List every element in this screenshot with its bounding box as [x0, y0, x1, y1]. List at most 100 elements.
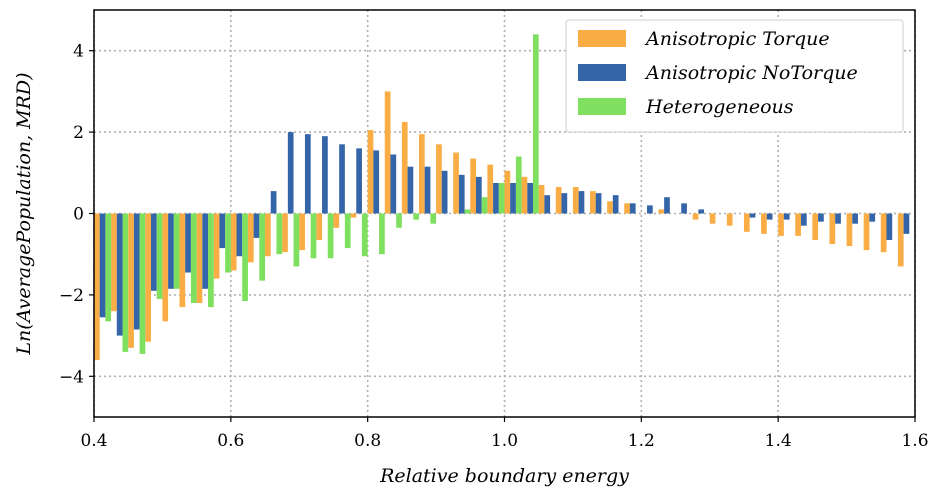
- bar-heterogeneous: [430, 213, 437, 224]
- bar-anisotropic-notorque: [595, 193, 602, 214]
- bar-anisotropic-torque: [607, 201, 613, 214]
- x-tick-label: 0.4: [80, 431, 107, 451]
- bar-anisotropic-notorque: [202, 213, 209, 289]
- bar-anisotropic-notorque: [612, 195, 619, 214]
- bar-heterogeneous: [259, 213, 266, 281]
- x-tick-label: 0.8: [354, 431, 381, 451]
- bar-anisotropic-torque: [555, 187, 562, 214]
- bar-anisotropic-notorque: [424, 166, 431, 214]
- bar-heterogeneous: [361, 213, 368, 257]
- bar-anisotropic-notorque: [800, 213, 807, 226]
- bar-heterogeneous: [481, 197, 488, 214]
- bar-anisotropic-torque: [795, 213, 801, 236]
- bar-anisotropic-notorque: [287, 132, 294, 214]
- bar-heterogeneous: [173, 213, 180, 289]
- bar-anisotropic-notorque: [373, 150, 380, 214]
- bar-anisotropic-torque: [128, 213, 134, 348]
- bar-heterogeneous: [225, 213, 231, 273]
- x-axis-label: Relative boundary energy: [379, 465, 629, 487]
- bar-anisotropic-torque: [470, 158, 476, 214]
- bar-heterogeneous: [139, 213, 146, 354]
- x-tick-label: 0.6: [217, 431, 244, 451]
- bar-heterogeneous: [413, 213, 419, 220]
- bar-anisotropic-notorque: [99, 213, 106, 318]
- bar-anisotropic-notorque: [544, 195, 551, 214]
- legend-swatch-anisotropic-torque: [578, 30, 626, 47]
- bar-anisotropic-torque: [538, 185, 545, 214]
- bar-anisotropic-notorque: [270, 191, 277, 214]
- bar-heterogeneous: [396, 213, 402, 228]
- bar-anisotropic-torque: [658, 209, 665, 214]
- bar-anisotropic-torque: [829, 213, 836, 245]
- bar-anisotropic-notorque: [629, 203, 636, 214]
- bar-anisotropic-torque: [692, 213, 699, 220]
- y-tick-label: 4: [73, 42, 84, 62]
- legend-label-anisotropic-torque: Anisotropic Torque: [644, 28, 830, 50]
- bar-anisotropic-notorque: [475, 176, 482, 214]
- bar-heterogeneous: [498, 182, 505, 214]
- bar-anisotropic-notorque: [818, 213, 824, 222]
- bar-anisotropic-notorque: [766, 213, 773, 220]
- bar-anisotropic-notorque: [698, 209, 705, 214]
- bar-anisotropic-torque: [761, 213, 767, 234]
- bar-anisotropic-notorque: [116, 213, 123, 336]
- bar-anisotropic-torque: [726, 213, 733, 226]
- bar-anisotropic-notorque: [253, 213, 260, 238]
- bar-anisotropic-torque: [436, 144, 442, 214]
- bar-anisotropic-notorque: [185, 213, 191, 273]
- bar-anisotropic-torque: [504, 170, 511, 214]
- bar-anisotropic-notorque: [527, 182, 534, 214]
- bar-anisotropic-torque: [778, 213, 784, 236]
- y-tick-label: 0: [73, 205, 84, 225]
- bar-anisotropic-torque: [94, 213, 100, 361]
- bar-anisotropic-notorque: [647, 205, 653, 214]
- bar-heterogeneous: [344, 213, 351, 249]
- legend-box: [565, 19, 904, 133]
- bar-anisotropic-notorque: [322, 136, 328, 214]
- bar-anisotropic-torque: [299, 213, 305, 251]
- bar-anisotropic-torque: [179, 213, 186, 308]
- bar-heterogeneous: [533, 34, 539, 214]
- bar-anisotropic-notorque: [903, 213, 910, 234]
- bar-heterogeneous: [310, 213, 317, 259]
- bar-anisotropic-torque: [453, 152, 459, 214]
- bar-anisotropic-torque: [401, 121, 408, 214]
- bar-anisotropic-torque: [418, 134, 425, 214]
- bar-anisotropic-notorque: [493, 182, 499, 214]
- bar-heterogeneous: [464, 209, 471, 214]
- bar-anisotropic-notorque: [835, 213, 841, 224]
- bar-anisotropic-torque: [145, 213, 152, 342]
- bar-anisotropic-notorque: [133, 213, 140, 330]
- bar-anisotropic-torque: [316, 213, 323, 240]
- bar-anisotropic-notorque: [869, 213, 876, 222]
- bar-anisotropic-torque: [162, 213, 169, 322]
- bar-anisotropic-notorque: [441, 170, 448, 214]
- bar-anisotropic-torque: [350, 213, 357, 218]
- bar-heterogeneous: [293, 213, 300, 267]
- bar-anisotropic-torque: [247, 213, 254, 263]
- bar-anisotropic-notorque: [304, 134, 311, 214]
- x-tick-label: 1.0: [491, 431, 518, 451]
- bar-anisotropic-notorque: [236, 213, 243, 257]
- legend-swatch-anisotropic-notorque: [578, 64, 626, 81]
- bar-anisotropic-notorque: [407, 166, 414, 214]
- bar-anisotropic-notorque: [339, 144, 345, 214]
- bar-heterogeneous: [190, 213, 197, 304]
- bar-anisotropic-torque: [265, 213, 271, 257]
- bar-anisotropic-torque: [812, 213, 819, 240]
- legend-label-heterogeneous: Heterogeneous: [645, 96, 794, 118]
- legend-swatch-heterogeneous: [578, 98, 626, 115]
- bar-anisotropic-notorque: [168, 213, 174, 289]
- legend-label-anisotropic-notorque: Anisotropic NoTorque: [644, 62, 858, 84]
- bar-anisotropic-notorque: [783, 213, 790, 220]
- bar-anisotropic-notorque: [852, 213, 858, 224]
- bar-anisotropic-notorque: [219, 213, 226, 249]
- x-tick-label: 1.2: [628, 431, 655, 451]
- bar-anisotropic-torque: [624, 203, 630, 214]
- y-axis-label: Ln(AveragePopulation, MRD): [13, 72, 35, 355]
- bar-heterogeneous: [276, 213, 283, 255]
- bar-heterogeneous: [208, 213, 214, 308]
- bar-anisotropic-torque: [333, 213, 340, 228]
- bar-anisotropic-notorque: [749, 213, 756, 218]
- bar-heterogeneous: [515, 156, 522, 214]
